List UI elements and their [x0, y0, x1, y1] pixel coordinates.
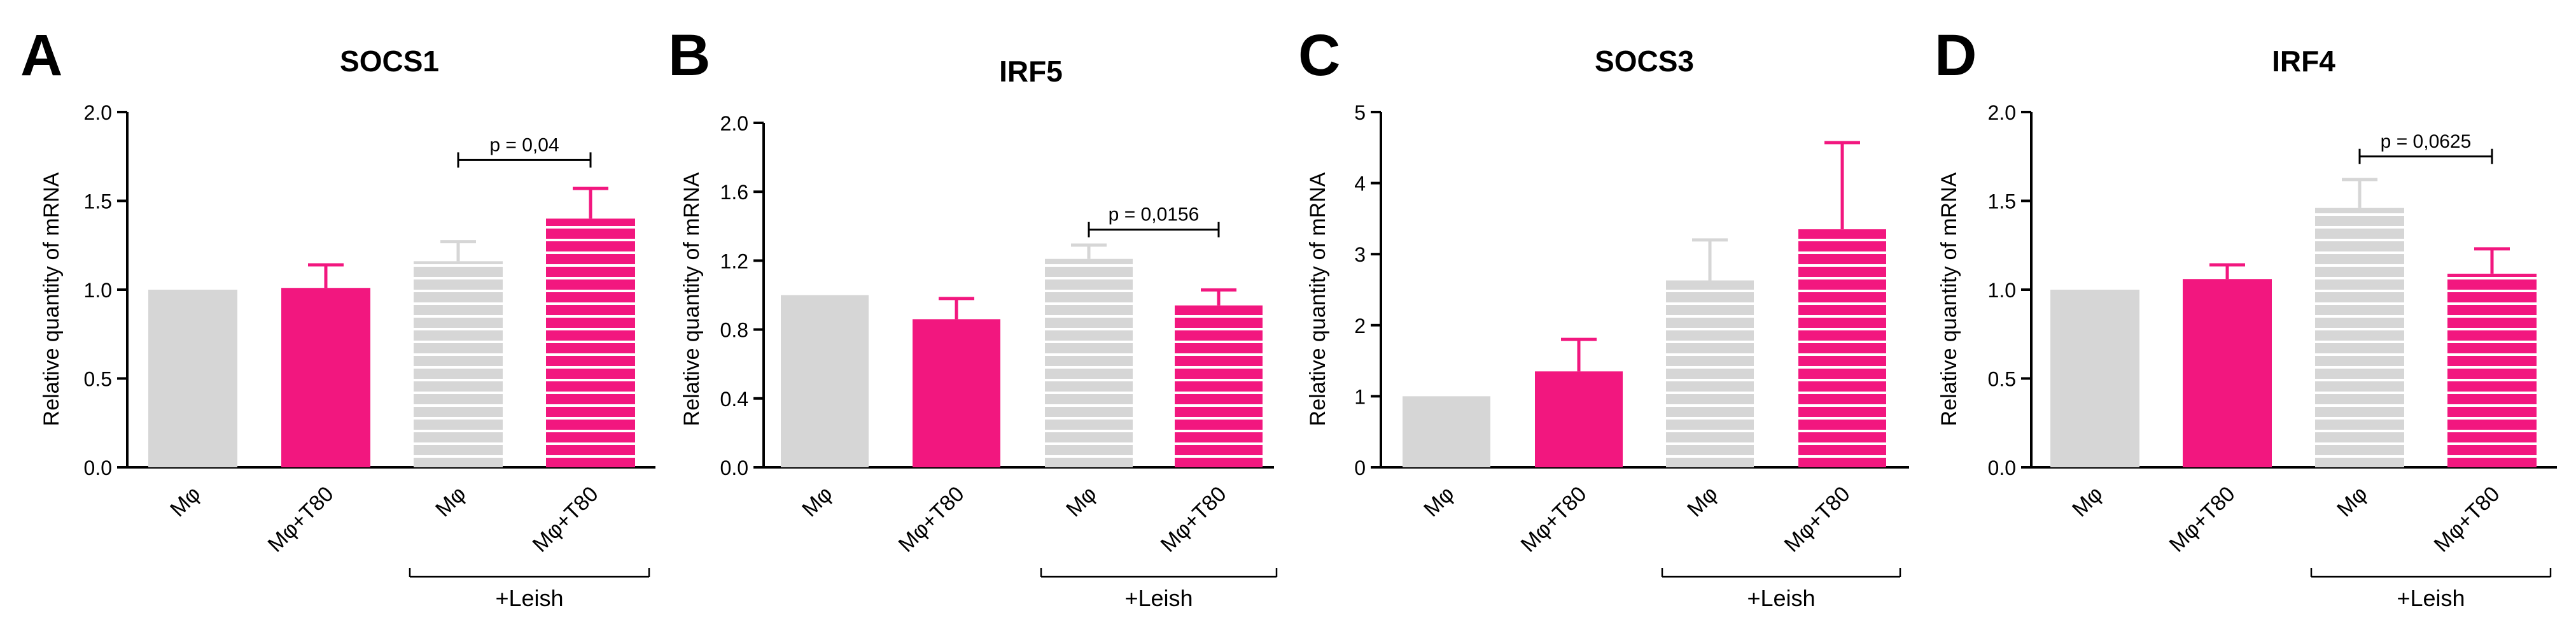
bar	[1175, 305, 1263, 467]
x-tick-label: Mφ	[2068, 482, 2107, 521]
p-value-label: p = 0,04	[489, 134, 559, 155]
x-tick-label: Mφ+T80	[1780, 482, 1855, 557]
x-tick-label: Mφ+T80	[263, 482, 339, 557]
y-tick-label: 2.0	[84, 101, 112, 124]
bars	[781, 243, 1263, 467]
x-tick-labels: Mφ Mφ+T80 Mφ Mφ+T80	[797, 482, 1231, 557]
bar	[1403, 396, 1490, 467]
y-tick-label: 0.4	[720, 388, 748, 411]
bar	[414, 261, 503, 467]
x-tick-label: Mφ	[1061, 482, 1101, 521]
x-tick-label: Mφ	[1683, 482, 1722, 521]
panel-d: D IRF4 Relative quantity of mRNA 0.0 0.5 1…	[1935, 23, 2557, 611]
bar	[2050, 290, 2139, 467]
x-tick-labels: Mφ Mφ+T80 Mφ Mφ+T80	[2068, 482, 2504, 557]
bar	[148, 290, 237, 467]
y-tick-label: 0.5	[1988, 368, 2016, 391]
y-tick-label: 2	[1354, 314, 1366, 337]
group-label: +Leish	[2397, 585, 2465, 611]
p-value-label: p = 0,0625	[2381, 131, 2472, 152]
x-tick-label: Mφ+T80	[894, 482, 969, 557]
chart-title: SOCS3	[1595, 45, 1694, 78]
bars	[2050, 178, 2537, 467]
bar	[2315, 208, 2404, 467]
y-tick-label: 5	[1354, 101, 1366, 124]
y-tick-label: 2.0	[1988, 101, 2016, 124]
panel-letter: B	[668, 23, 710, 88]
y-tick-label: 0.0	[1988, 456, 2016, 479]
group-label: +Leish	[1124, 585, 1193, 611]
bar	[1045, 258, 1133, 467]
y-tick-label: 2.0	[720, 112, 748, 135]
y-axis-label: Relative quantity of mRNA	[1306, 172, 1330, 426]
group-label: +Leish	[1747, 585, 1815, 611]
x-tick-label: Mφ	[1419, 482, 1459, 521]
y-axis-label: Relative quantity of mRNA	[680, 172, 704, 426]
y-axis-label: Relative quantity of mRNA	[1937, 172, 1961, 426]
significance-bracket: p = 0,0156	[1088, 204, 1220, 237]
bar	[281, 288, 370, 467]
y-ticks: 0.0 0.5 1.0 1.5 2.0	[1988, 101, 2031, 479]
bars	[1403, 141, 1886, 467]
x-tick-label: Mφ+T80	[1516, 482, 1592, 557]
y-tick-label: 1.6	[720, 181, 748, 204]
panel-letter: A	[20, 23, 62, 88]
y-tick-label: 3	[1354, 243, 1366, 266]
bar	[1535, 371, 1623, 467]
x-tick-label: Mφ	[2332, 482, 2372, 521]
y-tick-label: 0.0	[84, 456, 112, 479]
y-axis-label: Relative quantity of mRNA	[39, 172, 64, 426]
chart-title: SOCS1	[340, 45, 439, 78]
group-bracket: +Leish	[409, 568, 650, 611]
x-tick-label: Mφ	[165, 482, 205, 521]
y-tick-label: 1.0	[84, 279, 112, 302]
x-tick-label: Mφ+T80	[1156, 482, 1231, 557]
group-bracket: +Leish	[2310, 568, 2552, 611]
x-tick-labels: Mφ Mφ+T80 Mφ Mφ+T80	[1419, 482, 1854, 557]
panel-a: A SOCS1 Relative quantity of mRNA 0.0 0.5…	[20, 23, 655, 611]
y-ticks: 0.0 0.5 1.0 1.5 2.0	[84, 101, 127, 479]
bar	[1798, 229, 1886, 467]
bar	[913, 319, 1000, 467]
x-tick-label: Mφ+T80	[2165, 482, 2240, 557]
x-tick-label: Mφ	[797, 482, 837, 521]
group-label: +Leish	[495, 585, 563, 611]
bar	[2183, 279, 2272, 467]
y-tick-label: 1.5	[84, 190, 112, 213]
y-tick-label: 0.0	[720, 456, 748, 479]
group-bracket: +Leish	[1040, 568, 1278, 611]
bar	[1666, 280, 1754, 467]
y-tick-label: 1	[1354, 385, 1366, 408]
panel-b: B IRF5 Relative quantity of mRNA 0.00.40…	[668, 23, 1278, 611]
significance-bracket: p = 0,0625	[2358, 131, 2493, 164]
group-bracket: +Leish	[1661, 568, 1901, 611]
y-tick-label: 1.0	[1988, 279, 2016, 302]
y-tick-label: 1.5	[1988, 190, 2016, 213]
y-tick-label: 0.5	[84, 368, 112, 391]
x-tick-label: Mφ+T80	[528, 482, 603, 557]
x-tick-label: Mφ	[431, 482, 470, 521]
bar	[546, 218, 635, 467]
significance-bracket: p = 0,04	[457, 134, 592, 168]
chart-title: IRF4	[2272, 45, 2335, 78]
panel-letter: D	[1935, 23, 1977, 88]
y-ticks: 0.0 0.4 0.8 1.2 1.6 2.0	[720, 112, 764, 479]
panel-letter: C	[1298, 23, 1340, 88]
y-tick-label: 4	[1354, 173, 1366, 195]
y-tick-label: 1.2	[720, 250, 748, 272]
x-tick-labels: Mφ Mφ+T80 Mφ Mφ+T80	[165, 482, 603, 557]
p-value-label: p = 0,0156	[1109, 204, 1200, 225]
chart-title: IRF5	[999, 55, 1063, 88]
panel-c: C SOCS3 Relative quantity of mRNA 0 1 2 3 4 5…	[1298, 23, 1909, 611]
bar	[781, 295, 869, 467]
bars	[148, 187, 635, 467]
y-tick-label: 0	[1354, 456, 1366, 479]
y-ticks: 0 1 2 3 4 5	[1354, 101, 1381, 479]
bar	[2447, 273, 2537, 467]
x-tick-label: Mφ+T80	[2430, 482, 2505, 557]
y-tick-label: 0.8	[720, 319, 748, 342]
